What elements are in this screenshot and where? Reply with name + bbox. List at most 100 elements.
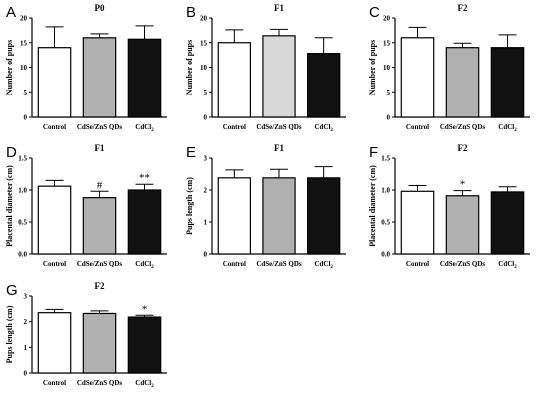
significance-mark: ** [139,172,150,184]
panel-title: P0 [95,3,105,13]
category-label: Control [223,260,246,268]
y-tick-label: 1.5 [18,155,27,163]
panel-D: D F1 0.0 0.5 1.0 1.5 Placental diameter (cm) Co… [5,143,167,270]
y-tick-label: 15 [200,39,208,47]
category-label: CdSe/ZnS QDs [77,379,123,387]
panel-A: A P0 0 5 10 15 20 Number of pups Control CdSe/ZnS… [5,3,167,133]
y-axis-label: Number of pups [185,40,194,95]
significance-mark: * [142,303,148,315]
y-tick-label: 0 [204,114,208,122]
y-tick-label: 3 [24,293,28,301]
panel-F: F F2 0.0 0.5 1.0 1.5 Placental diameter (cm) Co… [368,143,530,270]
significance-mark: * [460,179,466,191]
panel-letter: G [6,282,18,299]
category-label: Control [43,260,66,268]
bar-cdse-zns-qds [82,312,117,374]
y-tick-label: 0 [204,251,208,259]
y-tick-label: 0 [24,370,28,378]
panel-title: F2 [458,3,468,13]
bar-cdcl2 [490,191,525,255]
bar-control [400,190,435,255]
bar-cdse-zns-qds [445,47,480,118]
bar-control [37,185,72,255]
bar-cdcl2 [306,177,341,255]
y-tick-label: 1.5 [381,155,390,163]
panel-title: F1 [274,3,284,13]
bar-cdse-zns-qds [82,197,117,255]
y-tick-label: 0.0 [381,251,390,259]
subscript: 2 [151,265,154,270]
y-tick-label: 2 [204,187,208,195]
y-tick-label: 0.0 [18,251,27,259]
y-tick-label: 20 [20,15,28,23]
panel-B: B F1 0 5 10 15 20 Number of pups Control CdSe/ZnS… [185,3,346,133]
y-tick-label: 1.0 [18,187,27,195]
panel-letter: B [186,4,196,21]
subscript: 2 [514,128,517,133]
y-tick-label: 5 [387,89,391,97]
category-label: CdCl2 [314,123,333,133]
y-axis-label: Number of pups [368,40,377,95]
category-label: Control [43,379,66,387]
category-label: CdCl2 [135,260,154,270]
bar-control [37,312,72,374]
bar-cdcl2 [127,189,162,255]
category-label: CdSe/ZnS QDs [77,123,123,131]
category-label: CdSe/ZnS QDs [256,260,302,268]
y-tick-label: 10 [20,64,28,72]
bar-cdse-zns-qds [262,177,296,255]
category-label: CdSe/ZnS QDs [256,123,302,131]
y-axis-label: Placental diameter (cm) [368,165,377,247]
subscript: 2 [514,265,517,270]
category-label: CdCl2 [498,260,517,270]
bar-cdcl2 [490,47,525,118]
category-label: Control [406,123,429,131]
panel-title: F2 [458,143,468,153]
bar-control [217,42,252,118]
y-tick-label: 2 [24,318,28,326]
panel-letter: D [6,144,17,161]
y-tick-label: 0.5 [381,219,390,227]
y-axis-label: Placental diameter (cm) [5,165,14,247]
y-tick-label: 15 [20,39,28,47]
y-tick-label: 20 [383,15,391,23]
category-label: CdCl2 [314,260,333,270]
bar-control [217,177,252,255]
y-axis-label: Pups length (cm) [185,177,194,235]
bar-control [400,37,435,118]
bar-control [37,47,72,118]
y-tick-label: 5 [24,89,28,97]
y-tick-label: 10 [383,64,391,72]
panel-title: F2 [95,281,105,291]
bar-cdcl2 [127,38,162,118]
panel-C: C F2 0 5 10 15 20 Number of pups Control CdSe/ZnS… [368,3,530,133]
panel-letter: F [369,144,378,161]
y-axis-label: Pups length (cm) [5,305,14,363]
y-tick-label: 1.0 [381,187,390,195]
subscript: 2 [330,265,333,270]
y-tick-label: 15 [383,39,391,47]
y-tick-label: 0 [387,114,391,122]
category-label: CdCl2 [135,379,154,389]
category-label: Control [406,260,429,268]
subscript: 2 [330,128,333,133]
panel-letter: E [186,144,196,161]
panel-title: F1 [95,143,105,153]
category-label: CdSe/ZnS QDs [440,260,486,268]
y-tick-label: 0.5 [18,219,27,227]
y-tick-label: 1 [24,344,28,352]
category-label: Control [223,123,246,131]
y-tick-label: 10 [200,64,208,72]
panel-E: E F1 0 1 2 3 Pups length (cm) Control CdSe/ZnS Q… [185,143,346,270]
category-label: CdCl2 [498,123,517,133]
y-axis-label: Number of pups [5,40,14,95]
y-tick-label: 5 [204,89,208,97]
bar-cdse-zns-qds [82,37,117,118]
category-label: CdSe/ZnS QDs [77,260,123,268]
y-tick-label: 0 [24,114,28,122]
category-label: Control [43,123,66,131]
bar-cdse-zns-qds [262,35,296,118]
panel-title: F1 [274,143,284,153]
significance-mark: # [97,179,103,191]
bar-cdse-zns-qds [445,195,480,255]
